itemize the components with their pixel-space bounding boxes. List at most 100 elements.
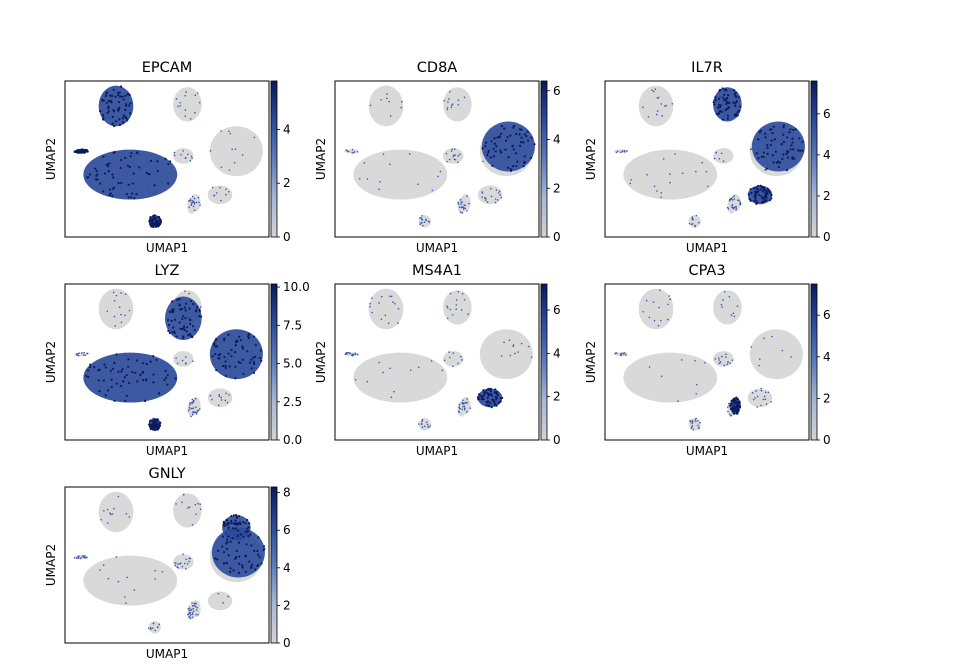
expression-point	[248, 560, 251, 563]
expression-point	[177, 567, 179, 569]
expression-point	[195, 609, 198, 611]
expression-point	[393, 390, 395, 393]
cell-cluster-small-bottom	[418, 418, 431, 431]
expression-point	[782, 133, 785, 136]
axes-frame	[604, 80, 810, 238]
expression-point	[123, 376, 126, 379]
expression-point	[125, 512, 128, 515]
expression-point	[366, 178, 369, 180]
expression-point	[102, 99, 105, 102]
expression-point	[796, 149, 800, 152]
expression-point	[500, 151, 503, 154]
expression-point	[714, 98, 717, 101]
expression-point	[369, 104, 372, 107]
expression-point	[463, 405, 466, 408]
expression-point	[781, 157, 784, 161]
expression-point	[241, 347, 245, 350]
expression-point	[155, 421, 158, 424]
expression-point	[494, 396, 497, 399]
expression-point	[485, 403, 488, 406]
expression-point	[122, 98, 125, 101]
expression-point	[167, 163, 170, 166]
expression-point	[482, 160, 484, 163]
expression-point	[485, 197, 487, 200]
expression-point	[466, 210, 468, 212]
x-axis-label: UMAP1	[416, 444, 458, 458]
expression-point	[726, 206, 729, 209]
expression-point	[144, 399, 147, 403]
expression-point	[184, 290, 186, 292]
expression-point	[128, 165, 131, 169]
expression-point	[193, 203, 196, 205]
cell-cluster-epithelial-top-left	[638, 288, 674, 330]
expression-point	[461, 206, 464, 208]
expression-point	[727, 208, 730, 210]
expression-point	[198, 408, 201, 410]
expression-point	[241, 566, 244, 569]
cell-cluster-center-mid	[713, 351, 734, 367]
expression-point	[749, 188, 752, 191]
expression-point	[462, 405, 464, 408]
expression-point	[252, 371, 256, 374]
expression-point	[495, 145, 498, 148]
expression-point	[390, 396, 393, 399]
expression-point	[124, 314, 126, 317]
expression-point	[726, 363, 729, 366]
expression-point	[466, 398, 468, 400]
expression-point	[193, 209, 196, 212]
expression-point	[106, 310, 109, 313]
expression-point	[122, 380, 125, 383]
expression-point	[252, 361, 256, 364]
expression-point	[238, 521, 241, 524]
expression-point	[129, 155, 132, 158]
expression-point	[155, 225, 158, 228]
expression-point	[421, 419, 424, 421]
x-axis-label: UMAP1	[146, 241, 188, 255]
expression-point	[192, 607, 195, 610]
expression-point	[176, 362, 179, 365]
expression-point	[126, 576, 129, 579]
expression-point	[102, 190, 105, 193]
expression-point	[152, 225, 155, 229]
expression-point	[117, 109, 120, 112]
expression-point	[112, 176, 115, 179]
expression-point	[468, 202, 470, 205]
expression-point	[417, 366, 420, 369]
expression-point	[356, 151, 359, 153]
expression-point	[494, 388, 497, 391]
expression-point	[190, 300, 193, 303]
expression-point	[226, 523, 229, 526]
expression-point	[765, 167, 768, 170]
expression-point	[111, 194, 114, 197]
expression-point	[164, 369, 167, 372]
expression-point	[191, 402, 193, 405]
expression-point	[258, 556, 261, 559]
expression-point	[417, 423, 420, 425]
expression-point	[728, 402, 730, 405]
expression-point	[420, 423, 423, 425]
expression-point	[419, 217, 421, 219]
axes-frame	[334, 80, 540, 238]
expression-point	[462, 206, 465, 209]
expression-point	[486, 154, 489, 157]
expression-point	[648, 366, 651, 368]
expression-point	[84, 556, 87, 559]
expression-point	[179, 104, 182, 107]
expression-point	[217, 357, 220, 360]
expression-point	[614, 352, 617, 355]
expression-point	[153, 214, 156, 217]
expression-point	[242, 535, 245, 538]
expression-point	[192, 407, 194, 410]
expression-point	[222, 364, 225, 368]
axes-frame	[64, 283, 270, 441]
expression-point	[489, 389, 493, 393]
expression-point	[427, 220, 430, 223]
expression-point	[739, 203, 742, 206]
expression-point	[738, 402, 741, 405]
expression-point	[184, 156, 187, 159]
expression-point	[757, 190, 760, 193]
expression-point	[738, 105, 742, 108]
expression-point	[184, 316, 187, 320]
cell-cluster-epithelial-top-left	[98, 491, 134, 533]
expression-point	[187, 507, 189, 509]
